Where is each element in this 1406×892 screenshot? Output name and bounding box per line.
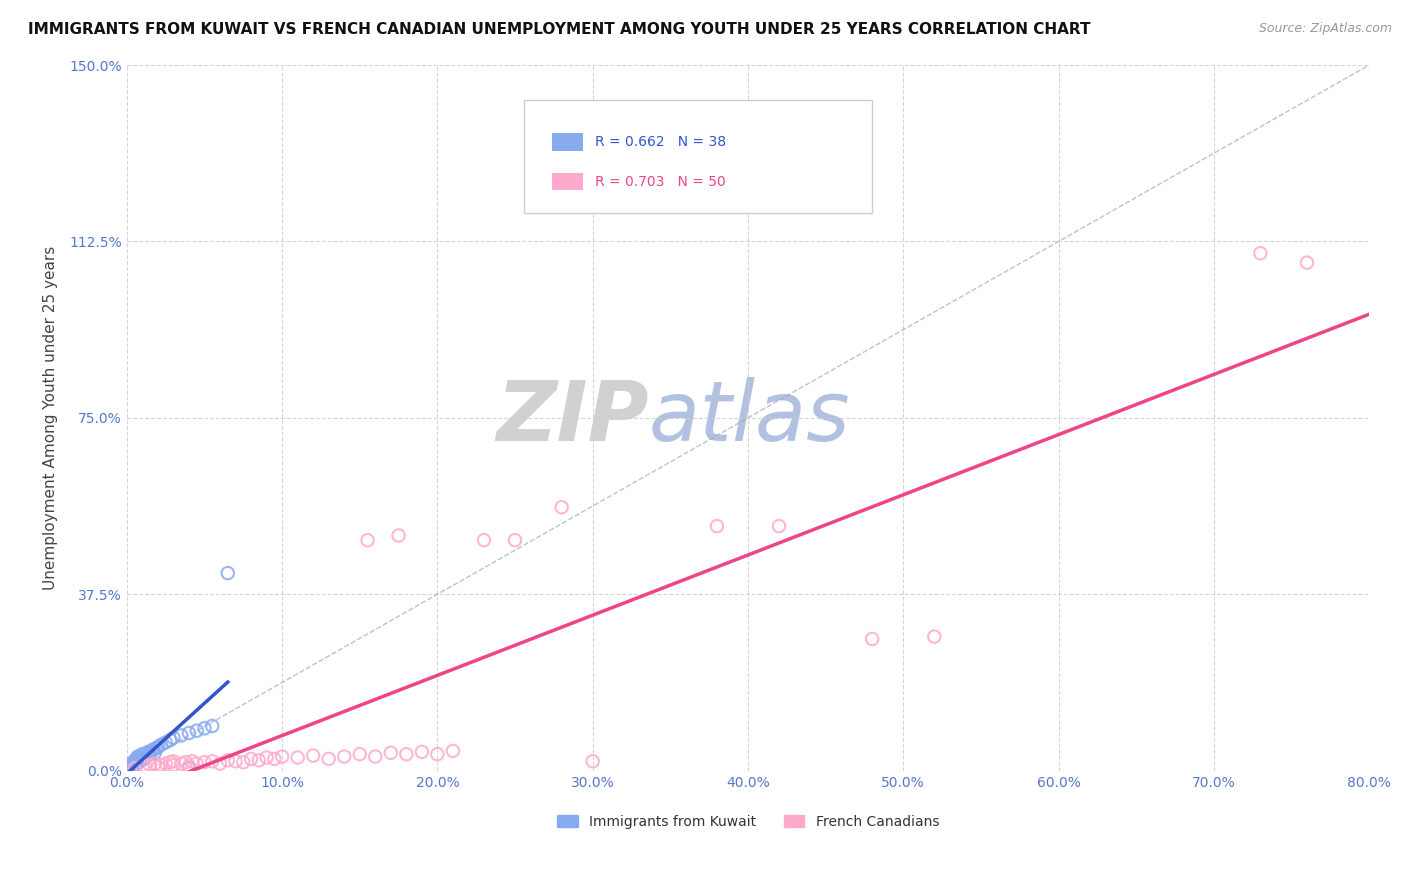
Point [193, 755, 215, 769]
Point [287, 750, 309, 764]
Point [127, 754, 149, 768]
Point [139, 758, 162, 772]
Point [124, 759, 146, 773]
Point [124, 761, 146, 775]
Point [240, 752, 263, 766]
Point [177, 759, 200, 773]
Text: R = 0.703   N = 50: R = 0.703 N = 50 [595, 175, 725, 188]
Text: atlas: atlas [648, 377, 851, 458]
Point [177, 761, 200, 775]
Point [349, 747, 371, 762]
Point [177, 726, 200, 740]
Point [550, 500, 572, 515]
Point [302, 748, 325, 763]
Point [150, 758, 173, 772]
Point [232, 755, 254, 769]
Point [472, 533, 495, 548]
Point [217, 753, 239, 767]
Bar [551, 173, 582, 190]
Point [150, 738, 173, 752]
Point [139, 747, 162, 762]
Point [208, 756, 231, 771]
Point [271, 749, 294, 764]
Point [170, 756, 193, 771]
Point [860, 632, 883, 646]
Point [201, 754, 224, 768]
Legend: Immigrants from Kuwait, French Canadians: Immigrants from Kuwait, French Canadians [551, 809, 945, 834]
Point [128, 750, 150, 764]
Point [121, 756, 143, 771]
Point [143, 746, 166, 760]
Point [174, 755, 197, 769]
Point [125, 756, 148, 771]
Point [129, 753, 152, 767]
Point [146, 760, 169, 774]
Point [503, 533, 526, 548]
Point [193, 722, 215, 736]
Point [128, 755, 150, 769]
Point [426, 747, 449, 762]
Point [380, 746, 402, 760]
Point [186, 723, 208, 738]
Point [124, 754, 146, 768]
Point [122, 758, 145, 772]
Point [364, 749, 387, 764]
Point [121, 759, 143, 773]
Point [263, 752, 285, 766]
Text: ZIP: ZIP [496, 377, 648, 458]
Point [162, 731, 184, 745]
Text: R = 0.662   N = 38: R = 0.662 N = 38 [595, 135, 727, 149]
Point [127, 749, 149, 764]
Point [395, 747, 418, 762]
Point [441, 744, 464, 758]
Point [146, 740, 169, 755]
Point [162, 758, 184, 772]
Point [170, 728, 193, 742]
Point [125, 752, 148, 766]
Point [201, 719, 224, 733]
Point [131, 749, 153, 764]
Point [122, 755, 145, 769]
Point [411, 745, 433, 759]
Point [247, 753, 270, 767]
Point [134, 759, 156, 773]
Point [117, 761, 139, 775]
Point [333, 749, 356, 764]
FancyBboxPatch shape [524, 101, 872, 213]
Text: Source: ZipAtlas.com: Source: ZipAtlas.com [1258, 22, 1392, 36]
Point [141, 744, 163, 758]
Point [159, 733, 181, 747]
Point [225, 754, 247, 768]
Point [132, 752, 155, 766]
Point [356, 533, 378, 548]
Point [118, 760, 141, 774]
Point [155, 756, 177, 771]
Point [162, 754, 184, 768]
Point [138, 745, 160, 759]
Point [706, 519, 728, 533]
Point [768, 519, 790, 533]
Point [131, 760, 153, 774]
Point [136, 746, 159, 760]
Point [922, 630, 945, 644]
Point [318, 752, 340, 766]
Bar [551, 133, 582, 151]
Point [256, 750, 278, 764]
Point [582, 754, 605, 768]
Point [145, 741, 167, 756]
Point [143, 756, 166, 771]
Y-axis label: Unemployment Among Youth under 25 years: Unemployment Among Youth under 25 years [44, 246, 58, 590]
Point [159, 755, 181, 769]
Text: IMMIGRANTS FROM KUWAIT VS FRENCH CANADIAN UNEMPLOYMENT AMONG YOUTH UNDER 25 YEAR: IMMIGRANTS FROM KUWAIT VS FRENCH CANADIA… [28, 22, 1091, 37]
Point [134, 748, 156, 763]
Point [142, 742, 165, 756]
Point [186, 756, 208, 771]
Point [181, 754, 204, 768]
Point [387, 528, 409, 542]
Point [155, 735, 177, 749]
Point [217, 566, 239, 580]
Point [1249, 246, 1271, 260]
Point [1296, 255, 1319, 269]
Point [131, 747, 153, 762]
